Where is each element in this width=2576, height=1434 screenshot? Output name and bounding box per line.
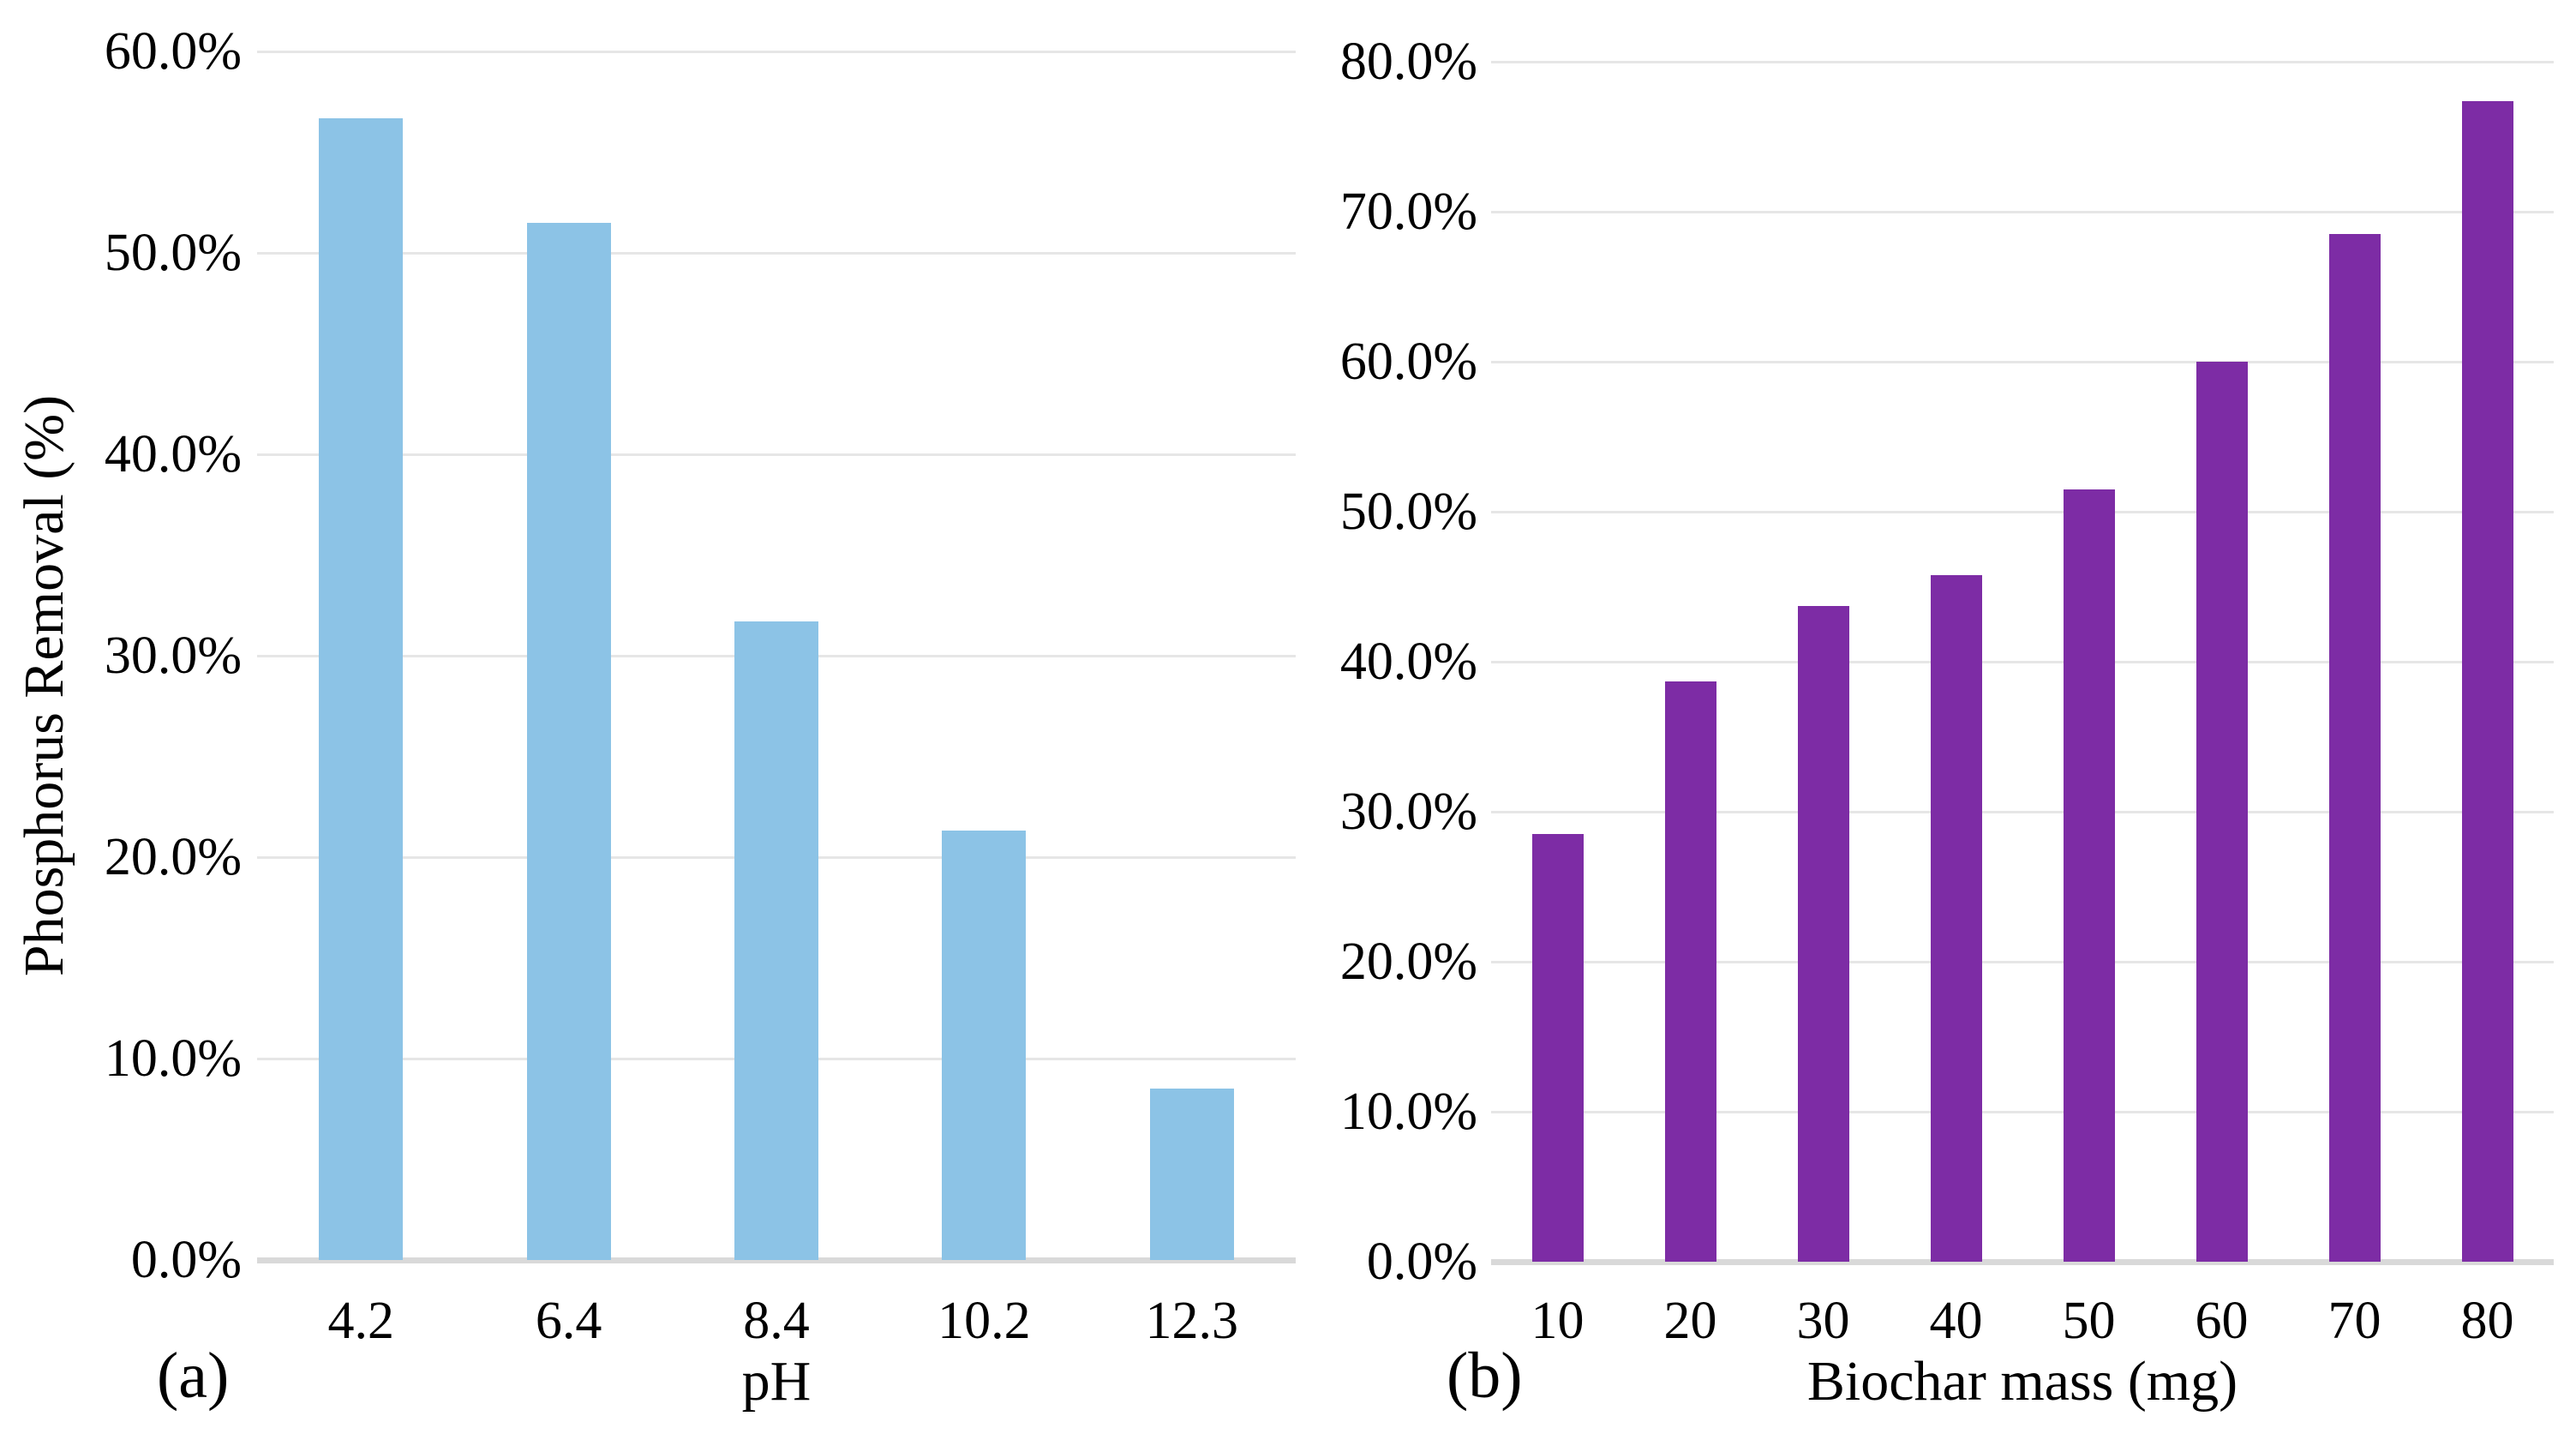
gridline-panel-b bbox=[1491, 60, 2554, 63]
gridline-panel-a bbox=[257, 251, 1296, 255]
bar-biochar-70 bbox=[2328, 234, 2381, 1262]
y-tick-label-40.0%: 40.0% bbox=[104, 425, 242, 483]
x-tick-label-8.4: 8.4 bbox=[743, 1292, 810, 1350]
gridline-panel-b bbox=[1491, 510, 2554, 513]
y-tick-label-30.0%: 30.0% bbox=[1339, 783, 1477, 841]
y-tick-label-20.0%: 20.0% bbox=[1339, 933, 1477, 991]
gridline-panel-b bbox=[1491, 960, 2554, 963]
gridline-panel-b bbox=[1491, 810, 2554, 813]
x-tick-label-30: 30 bbox=[1796, 1292, 1850, 1350]
x-tick-label-12.3: 12.3 bbox=[1145, 1292, 1239, 1350]
bar-ph-4.2 bbox=[319, 117, 404, 1260]
panel-letter-a: (a) bbox=[157, 1340, 230, 1412]
x-tick-label-4.2: 4.2 bbox=[327, 1292, 394, 1350]
x-axis-title-ph: pH bbox=[741, 1350, 812, 1413]
y-tick-label-0.0%: 0.0% bbox=[130, 1231, 242, 1289]
x-tick-label-10: 10 bbox=[1531, 1292, 1585, 1350]
y-tick-label-70.0%: 70.0% bbox=[1339, 183, 1477, 241]
bar-biochar-20 bbox=[1664, 681, 1716, 1262]
bar-ph-8.4 bbox=[734, 621, 818, 1260]
gridline-panel-b bbox=[1491, 360, 2554, 363]
bar-biochar-30 bbox=[1797, 606, 1849, 1262]
gridline-panel-b bbox=[1491, 210, 2554, 213]
y-tick-label-50.0%: 50.0% bbox=[104, 224, 242, 282]
gridline-panel-a bbox=[257, 50, 1296, 53]
x-tick-label-60: 60 bbox=[2195, 1292, 2249, 1350]
gridline-panel-a bbox=[257, 453, 1296, 456]
x-tick-label-20: 20 bbox=[1663, 1292, 1717, 1350]
x-tick-label-50: 50 bbox=[2062, 1292, 2116, 1350]
y-tick-label-10.0%: 10.0% bbox=[104, 1029, 242, 1088]
gridline-panel-b bbox=[1491, 660, 2554, 663]
x-tick-label-70: 70 bbox=[2327, 1292, 2381, 1350]
y-tick-label-50.0%: 50.0% bbox=[1339, 483, 1477, 541]
bar-biochar-80 bbox=[2461, 100, 2513, 1262]
bar-biochar-10 bbox=[1531, 834, 1584, 1262]
bar-biochar-50 bbox=[2063, 489, 2115, 1262]
x-axis-baseline-panel-a bbox=[257, 1257, 1296, 1263]
y-tick-label-40.0%: 40.0% bbox=[1339, 633, 1477, 691]
panel-letter-b: (b) bbox=[1447, 1340, 1523, 1412]
y-tick-label-60.0%: 60.0% bbox=[104, 22, 242, 81]
y-tick-label-80.0%: 80.0% bbox=[1339, 33, 1477, 91]
bar-biochar-40 bbox=[1930, 574, 1982, 1262]
bar-ph-6.4 bbox=[526, 222, 611, 1260]
y-tick-label-10.0%: 10.0% bbox=[1339, 1083, 1477, 1141]
x-tick-label-10.2: 10.2 bbox=[938, 1292, 1031, 1350]
bar-ph-10.2 bbox=[942, 831, 1027, 1260]
x-axis-baseline-panel-b bbox=[1491, 1258, 2554, 1265]
x-axis-title-biochar-mass: Biochar mass (mg) bbox=[1806, 1350, 2238, 1413]
gridline-panel-b bbox=[1491, 1110, 2554, 1113]
y-tick-label-30.0%: 30.0% bbox=[104, 627, 242, 685]
x-tick-label-40: 40 bbox=[1929, 1292, 1983, 1350]
y-tick-label-60.0%: 60.0% bbox=[1339, 333, 1477, 391]
x-tick-label-6.4: 6.4 bbox=[535, 1292, 602, 1350]
bar-biochar-60 bbox=[2196, 362, 2248, 1262]
y-tick-label-0.0%: 0.0% bbox=[1366, 1233, 1477, 1291]
y-tick-label-20.0%: 20.0% bbox=[104, 828, 242, 886]
x-tick-label-80: 80 bbox=[2460, 1292, 2514, 1350]
bar-ph-12.3 bbox=[1149, 1089, 1234, 1260]
